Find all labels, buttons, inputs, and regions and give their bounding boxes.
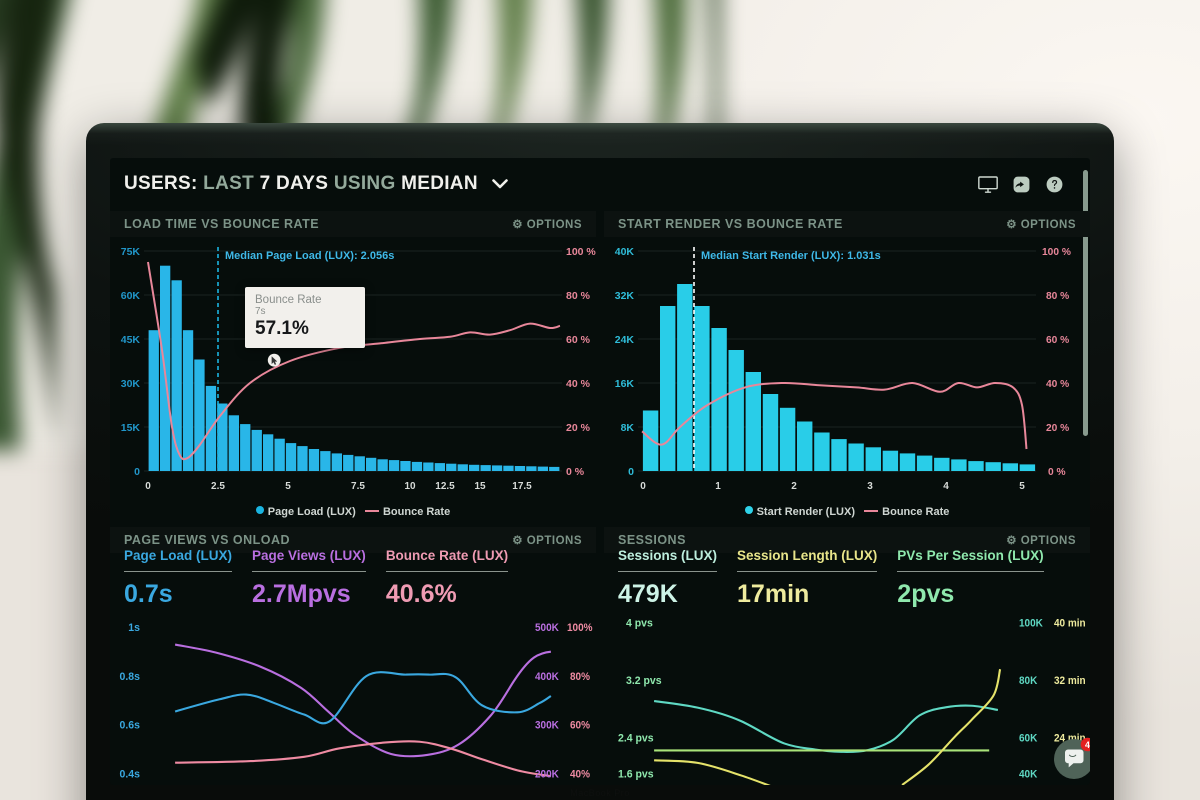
svg-text:15K: 15K: [121, 422, 141, 434]
svg-text:0 %: 0 %: [566, 466, 585, 478]
svg-text:15: 15: [474, 481, 486, 492]
svg-text:100K: 100K: [1019, 618, 1043, 629]
svg-text:400K: 400K: [535, 672, 559, 683]
svg-text:Median Start Render (LUX): 1.0: Median Start Render (LUX): 1.031s: [701, 250, 881, 262]
svg-text:80 %: 80 %: [566, 290, 591, 302]
svg-text:0.4s: 0.4s: [120, 768, 140, 780]
svg-text:100%: 100%: [567, 623, 593, 634]
svg-text:60K: 60K: [1019, 733, 1038, 744]
svg-text:32 min: 32 min: [1054, 676, 1086, 687]
svg-text:60 %: 60 %: [1046, 335, 1069, 346]
svg-text:1.6 pvs: 1.6 pvs: [618, 768, 654, 780]
svg-text:40%: 40%: [570, 769, 590, 780]
svg-text:4: 4: [943, 481, 949, 492]
svg-text:2.4 pvs: 2.4 pvs: [618, 732, 654, 744]
svg-text:40K: 40K: [1019, 769, 1038, 780]
svg-text:0: 0: [640, 481, 646, 492]
svg-text:3.2 pvs: 3.2 pvs: [626, 675, 662, 687]
svg-text:60 %: 60 %: [566, 334, 591, 346]
svg-text:0 %: 0 %: [1048, 467, 1066, 478]
svg-text:0: 0: [134, 466, 140, 478]
svg-text:32K: 32K: [615, 290, 635, 302]
svg-text:1: 1: [715, 481, 721, 492]
svg-text:10: 10: [404, 481, 416, 492]
svg-text:17.5: 17.5: [512, 481, 532, 492]
svg-text:0.6s: 0.6s: [120, 719, 140, 731]
svg-text:75K: 75K: [121, 246, 141, 258]
svg-text:80%: 80%: [570, 672, 590, 683]
svg-text:2: 2: [791, 481, 797, 492]
svg-text:300K: 300K: [535, 720, 559, 731]
svg-text:40 %: 40 %: [1046, 379, 1069, 390]
svg-text:8K: 8K: [621, 422, 635, 434]
svg-text:80 %: 80 %: [1046, 291, 1069, 302]
svg-text:40 %: 40 %: [566, 378, 591, 390]
svg-text:1s: 1s: [128, 622, 140, 634]
svg-text:4 pvs: 4 pvs: [626, 617, 653, 629]
svg-text:500K: 500K: [535, 623, 559, 634]
svg-text:100 %: 100 %: [566, 246, 596, 258]
svg-text:16K: 16K: [615, 378, 635, 390]
svg-text:100 %: 100 %: [1042, 247, 1071, 258]
svg-text:Median Page Load (LUX): 2.056s: Median Page Load (LUX): 2.056s: [225, 250, 394, 262]
svg-text:45K: 45K: [121, 334, 141, 346]
svg-text:40K: 40K: [615, 246, 635, 258]
svg-text:0.8s: 0.8s: [120, 671, 140, 683]
svg-text:12.5: 12.5: [435, 481, 455, 492]
svg-text:5: 5: [1019, 481, 1025, 492]
svg-text:20 %: 20 %: [566, 422, 591, 434]
svg-text:4: 4: [1085, 740, 1090, 750]
svg-text:7.5: 7.5: [351, 481, 365, 492]
svg-text:5: 5: [285, 481, 291, 492]
svg-text:80K: 80K: [1019, 676, 1038, 687]
svg-text:24K: 24K: [615, 334, 635, 346]
svg-text:0: 0: [145, 481, 151, 492]
svg-text:60K: 60K: [121, 290, 141, 302]
svg-text:200K: 200K: [535, 769, 559, 780]
svg-text:2.5: 2.5: [211, 481, 225, 492]
svg-text:40 min: 40 min: [1054, 618, 1086, 629]
svg-text:30K: 30K: [121, 378, 141, 390]
svg-text:20 %: 20 %: [1046, 423, 1069, 434]
svg-text:3: 3: [867, 481, 873, 492]
svg-text:0: 0: [628, 466, 634, 478]
svg-text:60%: 60%: [570, 720, 590, 731]
